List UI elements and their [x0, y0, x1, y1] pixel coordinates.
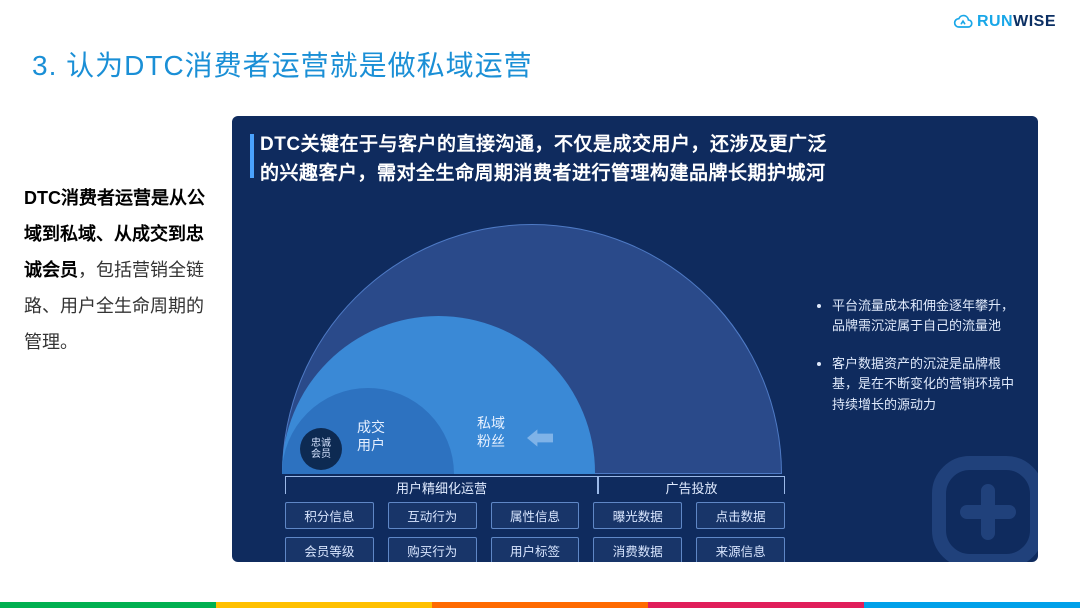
tag-item: 来源信息 [696, 537, 785, 562]
left-description: DTC消费者运营是从公域到私域、从成交到忠诚会员，包括营销全链路、用户全生命周期… [24, 180, 219, 360]
bracket-right-label: 广告投放 [599, 478, 784, 497]
brand-logo: RUNWISE [953, 12, 1056, 32]
footer-stripe [0, 602, 216, 608]
tag-item: 购买行为 [388, 537, 477, 562]
label-inner: 成交 用户 [357, 418, 385, 454]
arrow-left-icon [527, 428, 553, 448]
brand-text: RUNWISE [977, 13, 1056, 31]
label-mid: 私域 粉丝 [477, 414, 505, 450]
bullet-item: 平台流量成本和佣金逐年攀升，品牌需沉淀属于自己的流量池 [832, 296, 1016, 336]
panel-corner-decoration [918, 442, 1038, 562]
panel-title-l2: 的兴趣客户，需对全生命周期消费者进行管理构建品牌长期护城河 [260, 159, 1020, 188]
tag-grid: 积分信息互动行为属性信息曝光数据点击数据 会员等级购买行为用户标签消费数据来源信… [285, 502, 785, 562]
footer-stripe [432, 602, 648, 608]
tag-row: 会员等级购买行为用户标签消费数据来源信息 [285, 537, 785, 562]
brand-cloud-icon [953, 12, 973, 32]
tag-item: 曝光数据 [593, 502, 682, 529]
tag-item: 会员等级 [285, 537, 374, 562]
tag-item: 消费数据 [593, 537, 682, 562]
tag-item: 积分信息 [285, 502, 374, 529]
bullet-item: 客户数据资产的沉淀是品牌根基，是在不断变化的营销环境中持续增长的源动力 [832, 354, 1016, 414]
tag-item: 互动行为 [388, 502, 477, 529]
concentric-diagram: 忠诚 会员 成交 用户 私域 粉丝 [282, 194, 752, 474]
circle-core-wrap: 忠诚 会员 [300, 424, 345, 474]
panel-bullets: 平台流量成本和佣金逐年攀升，品牌需沉淀属于自己的流量池客户数据资产的沉淀是品牌根… [818, 296, 1016, 433]
slide-title: 3. 认为DTC消费者运营就是做私域运营 [32, 44, 533, 84]
tag-item: 点击数据 [696, 502, 785, 529]
footer-stripes [0, 602, 1080, 608]
bracket-right: 广告投放 [598, 476, 785, 494]
bracket-left: 用户精细化运营 [285, 476, 598, 494]
tag-item: 属性信息 [491, 502, 580, 529]
main-panel: DTC关键在于与客户的直接沟通，不仅是成交用户，还涉及更广泛 的兴趣客户，需对全… [232, 116, 1038, 562]
panel-title-l1: DTC关键在于与客户的直接沟通，不仅是成交用户，还涉及更广泛 [260, 130, 1020, 159]
panel-title: DTC关键在于与客户的直接沟通，不仅是成交用户，还涉及更广泛 的兴趣客户，需对全… [250, 130, 1020, 189]
tag-row: 积分信息互动行为属性信息曝光数据点击数据 [285, 502, 785, 529]
core-l2: 会员 [311, 449, 331, 461]
circle-core: 忠诚 会员 [300, 428, 342, 470]
bracket-row: 用户精细化运营 广告投放 [285, 476, 785, 496]
core-l1: 忠诚 [311, 438, 331, 450]
tag-item: 用户标签 [491, 537, 580, 562]
footer-stripe [216, 602, 432, 608]
footer-stripe [648, 602, 864, 608]
bracket-left-label: 用户精细化运营 [286, 478, 597, 497]
footer-stripe [864, 602, 1080, 608]
